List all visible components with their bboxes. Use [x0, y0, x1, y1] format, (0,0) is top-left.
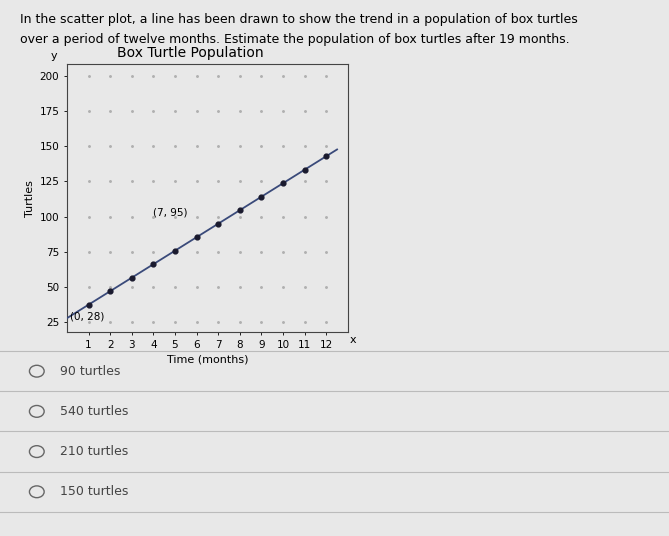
Point: [126, 273, 137, 282]
Point: [105, 287, 116, 295]
Text: 150 turtles: 150 turtles: [60, 485, 128, 498]
Point: [234, 206, 245, 214]
Point: [191, 233, 202, 242]
Text: 540 turtles: 540 turtles: [60, 405, 128, 418]
Point: [278, 179, 288, 188]
Point: [148, 260, 159, 269]
Text: In the scatter plot, a line has been drawn to show the trend in a population of : In the scatter plot, a line has been dra…: [20, 13, 578, 26]
Y-axis label: Turtles: Turtles: [25, 180, 35, 217]
Point: [256, 192, 267, 201]
Point: [213, 219, 223, 228]
Text: (7, 95): (7, 95): [153, 207, 188, 217]
Point: [321, 152, 332, 160]
Text: over a period of twelve months. Estimate the population of box turtles after 19 : over a period of twelve months. Estimate…: [20, 33, 570, 46]
Text: x: x: [350, 335, 357, 345]
Text: 90 turtles: 90 turtles: [60, 364, 120, 378]
Point: [170, 247, 181, 255]
Text: Box Turtle Population: Box Turtle Population: [118, 47, 264, 61]
X-axis label: Time (months): Time (months): [167, 354, 248, 364]
Text: (0, 28): (0, 28): [70, 311, 104, 322]
Text: 210 turtles: 210 turtles: [60, 445, 128, 458]
Point: [83, 300, 94, 309]
Text: y: y: [51, 51, 58, 62]
Point: [299, 166, 310, 174]
